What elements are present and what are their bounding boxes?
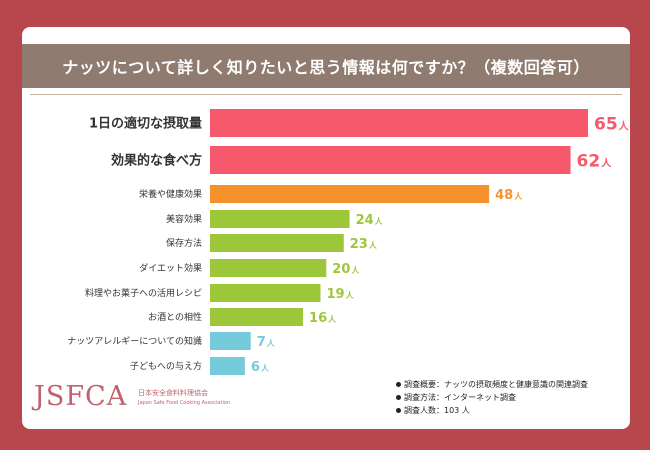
- value-label: 19人: [326, 287, 354, 302]
- logo-subtitle-en: Japan Safe Food Cooking Association: [138, 400, 231, 406]
- value-label: 7人: [257, 335, 276, 350]
- value-label: 16人: [309, 311, 337, 326]
- bullet-icon: [396, 395, 401, 400]
- value-label: 48人: [495, 188, 523, 203]
- bar: [210, 332, 251, 350]
- jsfca-logo: JSFCA 日本安全食料料理協会 Japan Safe Food Cooking…: [34, 382, 254, 422]
- value-label: 65人: [594, 114, 630, 134]
- survey-note: 調査人数：103 人: [396, 404, 588, 417]
- bar: [210, 284, 321, 302]
- survey-note: 調査概要：ナッツの摂取頻度と健康意識の関連調査: [396, 378, 588, 391]
- bar: [210, 185, 490, 203]
- bullet-icon: [396, 408, 401, 413]
- category-label: ナッツアレルギーについての知識: [67, 335, 202, 347]
- bar: [210, 210, 350, 228]
- value-label: 23人: [350, 237, 378, 252]
- category-label: お酒との相性: [148, 311, 202, 323]
- category-label: ダイエット効果: [139, 262, 202, 274]
- bar: [210, 109, 588, 137]
- category-label: 栄養や健康効果: [139, 188, 202, 200]
- category-label: 美容効果: [166, 213, 202, 225]
- bar: [210, 357, 245, 375]
- bar: [210, 146, 571, 174]
- value-label: 62人: [577, 151, 613, 171]
- category-label: 1日の適切な摂取量: [89, 116, 202, 132]
- bar: [210, 259, 327, 277]
- value-label: 24人: [356, 213, 384, 228]
- survey-note: 調査方法：インターネット調査: [396, 391, 588, 404]
- survey-notes: 調査概要：ナッツの摂取頻度と健康意識の関連調査 調査方法：インターネット調査 調…: [396, 378, 588, 417]
- bullet-icon: [396, 382, 401, 387]
- logo-main-text: JSFCA: [34, 381, 128, 412]
- value-label: 20人: [332, 262, 360, 277]
- category-label: 料理やお菓子への活用レシピ: [85, 287, 202, 299]
- logo-subtitle-jp: 日本安全食料料理協会: [138, 389, 208, 397]
- title-band: ナッツについて詳しく知りたいと思う情報は何ですか？（複数回答可）: [22, 44, 630, 88]
- category-label: 効果的な食べ方: [111, 153, 202, 169]
- title-divider: [30, 94, 622, 95]
- chart-title: ナッツについて詳しく知りたいと思う情報は何ですか？（複数回答可）: [62, 58, 590, 77]
- chart-card: ナッツについて詳しく知りたいと思う情報は何ですか？（複数回答可） 1日の適切な摂…: [22, 27, 630, 429]
- category-label: 子どもへの与え方: [130, 360, 202, 372]
- value-label: 6人: [251, 360, 270, 375]
- bar: [210, 234, 344, 252]
- category-label: 保存方法: [166, 237, 202, 249]
- bar: [210, 308, 304, 326]
